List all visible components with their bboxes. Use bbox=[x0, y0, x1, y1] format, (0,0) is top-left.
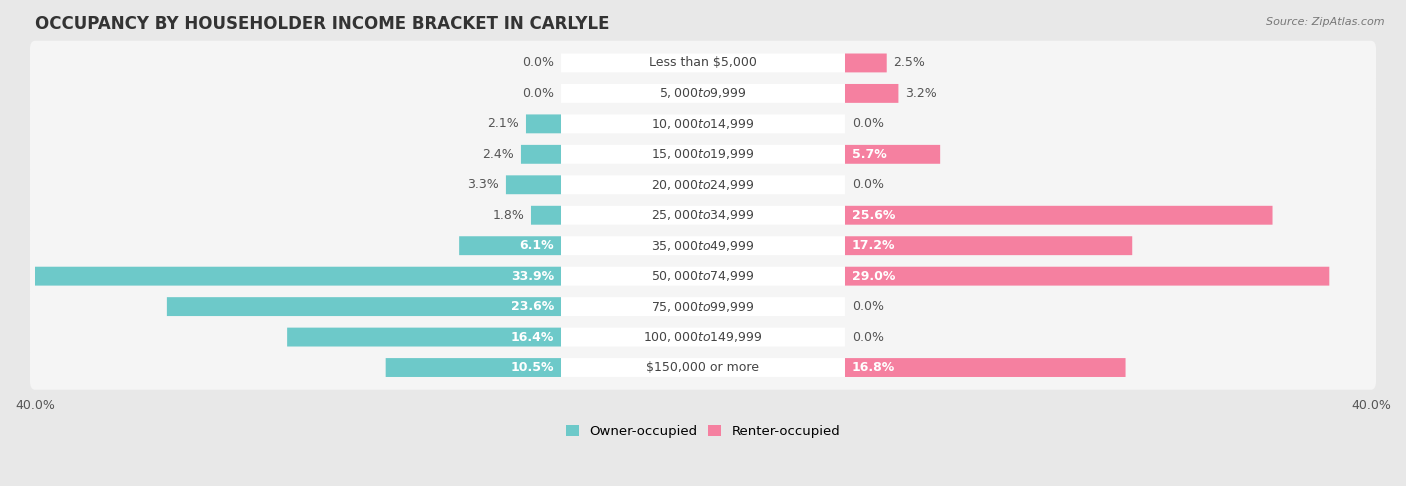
FancyBboxPatch shape bbox=[561, 358, 845, 377]
Text: 0.0%: 0.0% bbox=[523, 87, 554, 100]
Text: $150,000 or more: $150,000 or more bbox=[647, 361, 759, 374]
FancyBboxPatch shape bbox=[287, 328, 561, 347]
Text: 0.0%: 0.0% bbox=[852, 300, 883, 313]
FancyBboxPatch shape bbox=[460, 236, 561, 255]
Text: Less than $5,000: Less than $5,000 bbox=[650, 56, 756, 69]
FancyBboxPatch shape bbox=[30, 162, 1376, 207]
Text: 17.2%: 17.2% bbox=[852, 239, 896, 252]
Text: 16.8%: 16.8% bbox=[852, 361, 894, 374]
FancyBboxPatch shape bbox=[845, 206, 1272, 225]
Text: 0.0%: 0.0% bbox=[852, 178, 883, 191]
Text: 25.6%: 25.6% bbox=[852, 209, 896, 222]
FancyBboxPatch shape bbox=[526, 114, 561, 133]
FancyBboxPatch shape bbox=[845, 267, 1329, 286]
Text: 2.5%: 2.5% bbox=[893, 56, 925, 69]
FancyBboxPatch shape bbox=[385, 358, 561, 377]
Text: $20,000 to $24,999: $20,000 to $24,999 bbox=[651, 178, 755, 192]
Text: 29.0%: 29.0% bbox=[852, 270, 896, 283]
FancyBboxPatch shape bbox=[30, 132, 1376, 176]
FancyBboxPatch shape bbox=[845, 84, 898, 103]
Text: $50,000 to $74,999: $50,000 to $74,999 bbox=[651, 269, 755, 283]
FancyBboxPatch shape bbox=[30, 315, 1376, 359]
Text: OCCUPANCY BY HOUSEHOLDER INCOME BRACKET IN CARLYLE: OCCUPANCY BY HOUSEHOLDER INCOME BRACKET … bbox=[35, 15, 609, 33]
Text: 2.4%: 2.4% bbox=[482, 148, 515, 161]
FancyBboxPatch shape bbox=[506, 175, 561, 194]
FancyBboxPatch shape bbox=[522, 145, 561, 164]
Text: 23.6%: 23.6% bbox=[512, 300, 554, 313]
Text: 2.1%: 2.1% bbox=[488, 118, 519, 130]
Text: $75,000 to $99,999: $75,000 to $99,999 bbox=[651, 299, 755, 313]
FancyBboxPatch shape bbox=[30, 71, 1376, 116]
FancyBboxPatch shape bbox=[561, 267, 845, 286]
Text: 16.4%: 16.4% bbox=[510, 330, 554, 344]
Text: 1.8%: 1.8% bbox=[492, 209, 524, 222]
Text: 3.2%: 3.2% bbox=[905, 87, 936, 100]
FancyBboxPatch shape bbox=[561, 236, 845, 255]
Text: 0.0%: 0.0% bbox=[852, 330, 883, 344]
FancyBboxPatch shape bbox=[30, 254, 1376, 298]
Text: $100,000 to $149,999: $100,000 to $149,999 bbox=[644, 330, 762, 344]
FancyBboxPatch shape bbox=[561, 175, 845, 194]
FancyBboxPatch shape bbox=[167, 297, 561, 316]
FancyBboxPatch shape bbox=[845, 358, 1126, 377]
FancyBboxPatch shape bbox=[0, 267, 561, 286]
FancyBboxPatch shape bbox=[30, 224, 1376, 268]
FancyBboxPatch shape bbox=[30, 284, 1376, 329]
Text: $10,000 to $14,999: $10,000 to $14,999 bbox=[651, 117, 755, 131]
Text: Source: ZipAtlas.com: Source: ZipAtlas.com bbox=[1267, 17, 1385, 27]
FancyBboxPatch shape bbox=[561, 114, 845, 133]
FancyBboxPatch shape bbox=[561, 145, 845, 164]
FancyBboxPatch shape bbox=[531, 206, 561, 225]
Text: 33.9%: 33.9% bbox=[512, 270, 554, 283]
Text: $5,000 to $9,999: $5,000 to $9,999 bbox=[659, 87, 747, 101]
Text: $15,000 to $19,999: $15,000 to $19,999 bbox=[651, 147, 755, 161]
FancyBboxPatch shape bbox=[561, 206, 845, 225]
FancyBboxPatch shape bbox=[30, 193, 1376, 238]
FancyBboxPatch shape bbox=[561, 84, 845, 103]
FancyBboxPatch shape bbox=[30, 41, 1376, 85]
FancyBboxPatch shape bbox=[561, 53, 845, 72]
Text: 3.3%: 3.3% bbox=[467, 178, 499, 191]
Legend: Owner-occupied, Renter-occupied: Owner-occupied, Renter-occupied bbox=[560, 420, 846, 443]
Text: $35,000 to $49,999: $35,000 to $49,999 bbox=[651, 239, 755, 253]
FancyBboxPatch shape bbox=[845, 53, 887, 72]
FancyBboxPatch shape bbox=[30, 102, 1376, 146]
Text: 10.5%: 10.5% bbox=[510, 361, 554, 374]
Text: 0.0%: 0.0% bbox=[523, 56, 554, 69]
Text: 6.1%: 6.1% bbox=[520, 239, 554, 252]
FancyBboxPatch shape bbox=[30, 345, 1376, 390]
Text: 5.7%: 5.7% bbox=[852, 148, 886, 161]
FancyBboxPatch shape bbox=[845, 145, 941, 164]
FancyBboxPatch shape bbox=[561, 297, 845, 316]
Text: $25,000 to $34,999: $25,000 to $34,999 bbox=[651, 208, 755, 222]
Text: 0.0%: 0.0% bbox=[852, 118, 883, 130]
FancyBboxPatch shape bbox=[561, 328, 845, 347]
FancyBboxPatch shape bbox=[845, 236, 1132, 255]
